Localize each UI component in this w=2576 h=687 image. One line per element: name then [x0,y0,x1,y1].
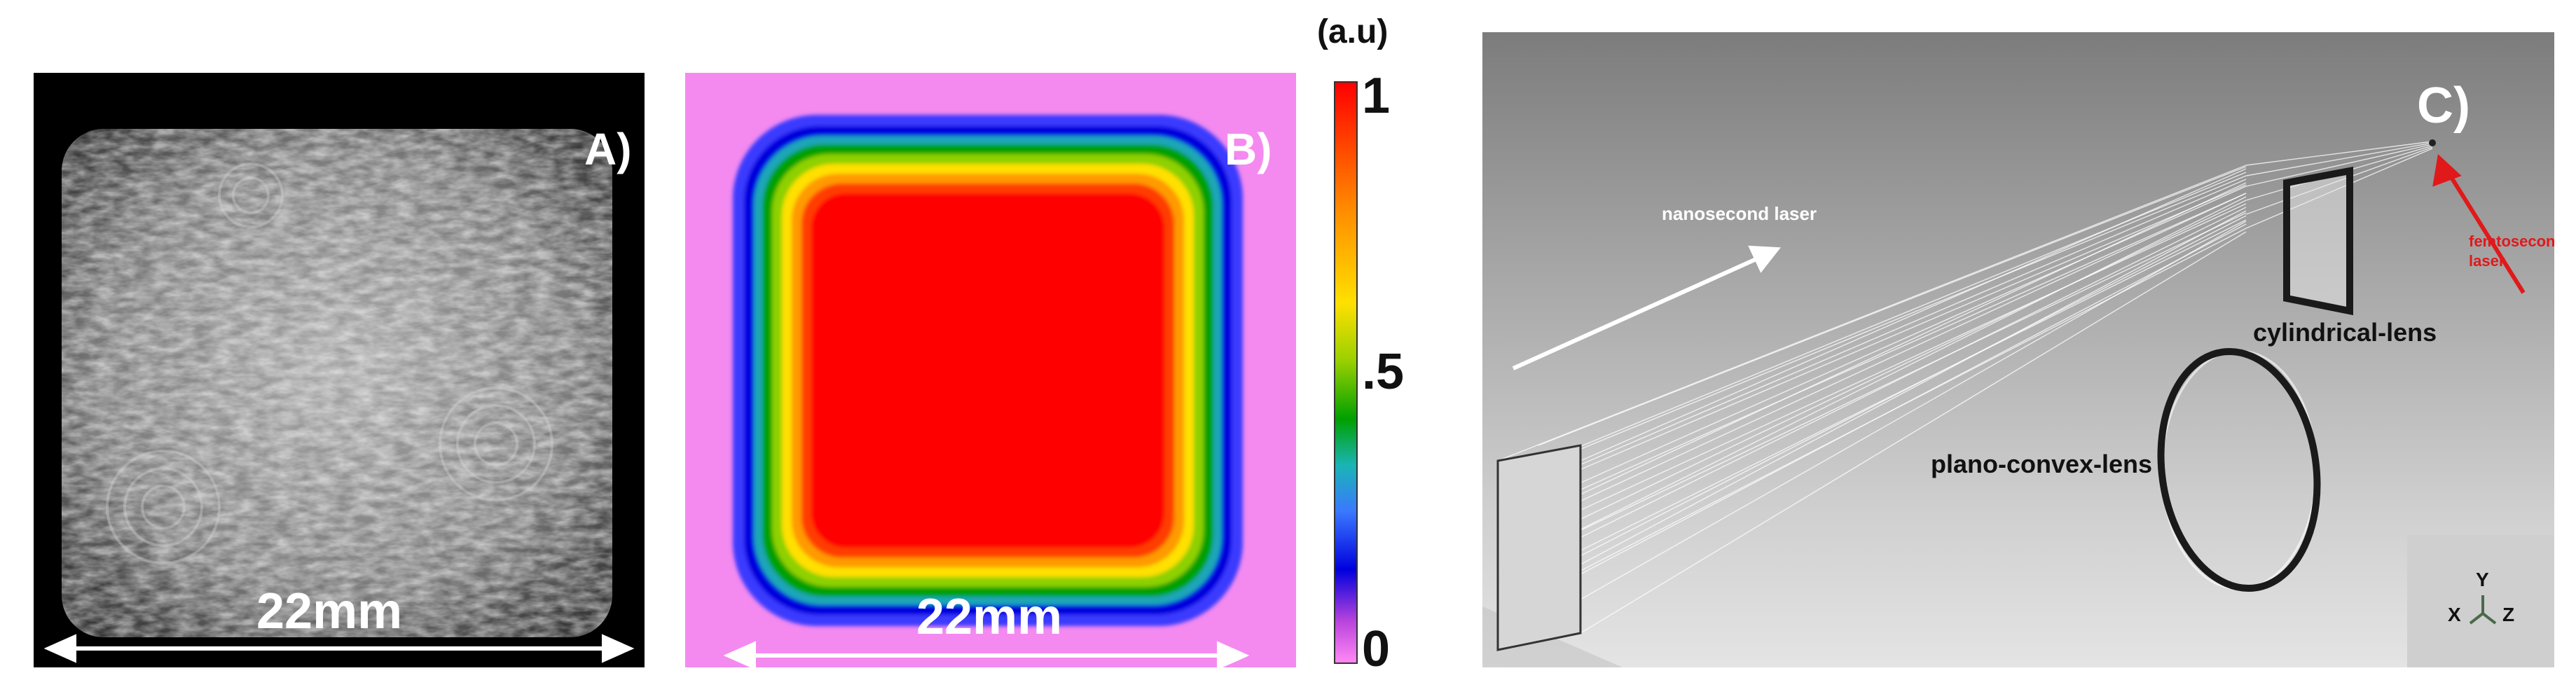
simulated-intensity-map: B) 22mm [685,73,1296,667]
nanosecond-laser-label: nanosecond laser [1662,203,1817,224]
femtosecond-laser-label-line2: laser [2469,252,2505,270]
cylindrical-lens-shape [2283,166,2353,316]
axis-z-label: Z [2502,604,2515,625]
plano-convex-lens-label: plano-convex-lens [1931,450,2153,478]
beam-profile-image: A) 22mm [34,73,645,667]
panel-b-scale-label: 22mm [916,589,1063,645]
optical-setup-diagram: C) nanosecond laser femtosecond laser cy… [1482,32,2554,667]
colorbar-tick-mid: .5 [1362,344,1405,400]
plano-convex-lens-shape [2157,347,2321,592]
axis-y-label: Y [2476,569,2489,590]
panel-a-label: A) [584,124,632,174]
panel-c-label: C) [2417,78,2470,134]
femtosecond-laser-label-line1: femtosecond [2469,233,2554,250]
axis-triad-graphic [2469,595,2497,625]
beam-speckle-graphic [43,129,635,663]
optical-setup-graphic [1482,139,2526,667]
colorbar-unit-label: (a.u) [1317,13,1389,50]
colorbar [1334,81,1358,664]
cylindrical-lens-label: cylindrical-lens [2253,318,2437,347]
input-window-shape [1496,444,1582,651]
axis-triad-widget: Y X Z [2407,535,2554,667]
axis-x-label: X [2448,604,2461,625]
flat-top-intensity-graphic [723,115,1250,667]
colorbar-tick-max: 1 [1362,68,1391,124]
panel-a-scale-label: 22mm [256,583,403,639]
panel-b-label: B) [1225,124,1272,174]
colorbar-tick-min: 0 [1362,621,1391,677]
